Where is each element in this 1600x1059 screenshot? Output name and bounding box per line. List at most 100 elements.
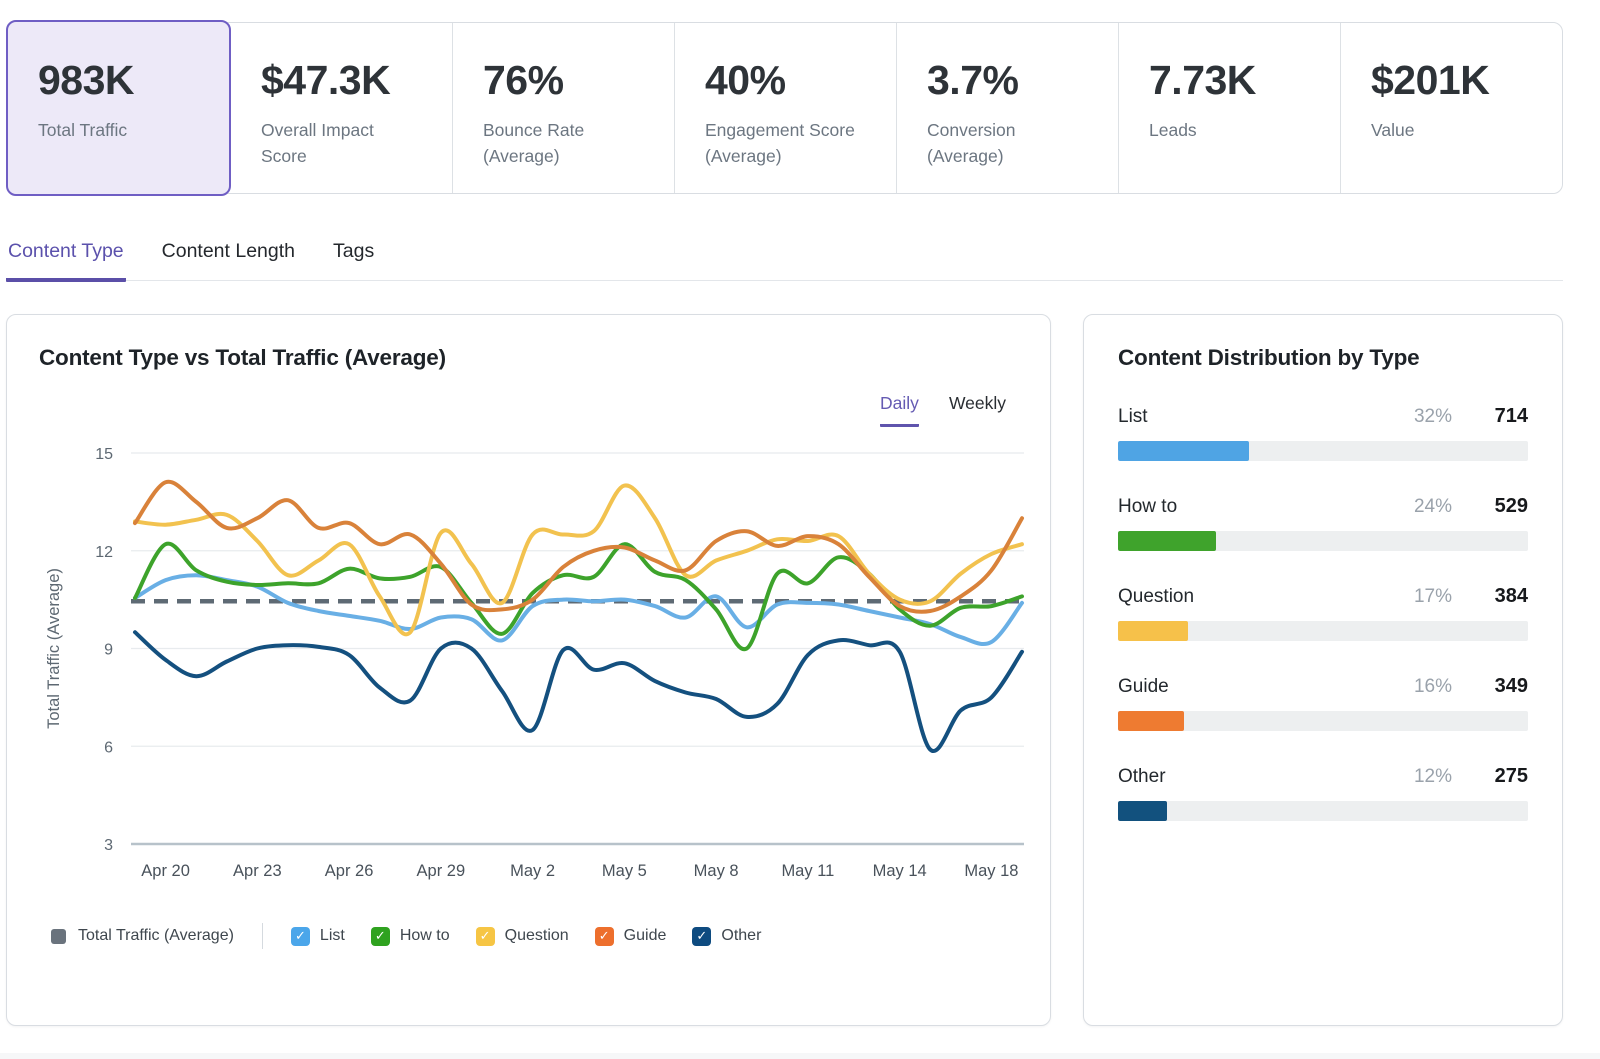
tab-content-type[interactable]: Content Type [6,240,126,282]
legend-item-average: Total Traffic (Average) [51,927,234,945]
x-tick-label: May 14 [873,862,927,880]
legend-label: Guide [623,927,667,944]
kpi-card-overall-impact-score[interactable]: $47.3K Overall Impact Score [231,23,453,193]
legend-divider [261,923,263,949]
kpi-card-total-traffic[interactable]: 983K Total Traffic [6,20,231,196]
kpi-value: 3.7% [927,57,1019,103]
distribution-count: 275 [1494,765,1528,787]
kpi-card-leads[interactable]: 7.73K Leads [1119,23,1341,193]
kpi-value: $47.3K [261,57,391,103]
analytics-dashboard: 983K Total Traffic $47.3K Overall Impact… [0,20,1600,1059]
y-tick-label: 15 [95,446,113,463]
chart-canvas: 3 6 9 12 15 Total Traffic (Average) Apr 20 Apr … [45,446,1024,880]
y-tick-label: 9 [104,642,113,659]
distribution-label: Question [1118,586,1195,607]
kpi-value: 40% [705,57,786,103]
kpi-label: Engagement Score (Average) [705,120,855,167]
series-line-other [133,630,1024,754]
distribution-count: 714 [1494,405,1528,427]
legend-toggle-question[interactable]: ✓ Question [475,926,569,946]
checkbox-icon-list[interactable]: ✓ [290,926,310,946]
x-tick-label: May 5 [602,862,647,880]
distribution-bar-fill [1118,621,1188,641]
checkbox-icon-question[interactable]: ✓ [475,926,495,946]
average-swatch [51,928,66,944]
distribution-bar-fill [1118,711,1184,731]
legend-label: Other [721,927,762,944]
series-line-list [133,573,1024,647]
toggle-daily[interactable]: Daily [880,393,919,427]
kpi-label: Bounce Rate (Average) [483,120,585,167]
x-tick-label: May 11 [781,862,834,880]
kpi-value: 76% [483,57,564,103]
series-line-question [133,483,1024,637]
y-tick-label: 12 [95,544,113,561]
distribution-bar-fill [1118,801,1168,821]
distribution-row-how-to: How to 24% 529 [1118,495,1528,551]
chart-legend: Total Traffic (Average) ✓ List ✓ How to ✓ Que… [51,923,1050,949]
kpi-label: Total Traffic [38,120,128,140]
x-tick-label: May 2 [510,862,555,880]
kpi-value: $201K [1371,57,1490,103]
distribution-count: 529 [1494,495,1528,517]
kpi-label: Value [1371,120,1415,140]
distribution-label: Guide [1118,676,1169,697]
toggle-weekly[interactable]: Weekly [948,393,1006,413]
legend-label: Total Traffic (Average) [78,927,234,944]
legend-toggle-how-to[interactable]: ✓ How to [370,926,450,946]
distribution-row-list: List 32% 714 [1118,405,1528,461]
distribution-count: 349 [1494,675,1528,697]
legend-label: Question [504,927,569,944]
legend-label: List [319,927,345,944]
kpi-label: Overall Impact Score [261,120,374,167]
content-type-traffic-panel: Content Type vs Total Traffic (Average) … [6,314,1051,1026]
distribution-row-other: Other 12% 275 [1118,765,1528,821]
legend-toggle-list[interactable]: ✓ List [290,926,345,946]
x-tick-label: Apr 23 [233,862,282,880]
distribution-percent: 16% [1413,676,1452,697]
kpi-value: 983K [38,57,135,103]
distribution-bar-track [1118,801,1528,821]
y-axis-title: Total Traffic (Average) [45,568,63,729]
checkbox-icon-how-to[interactable]: ✓ [370,926,390,946]
legend-label: How to [399,927,450,944]
x-tick-label: Apr 20 [141,862,190,880]
distribution-bar-fill [1118,531,1217,551]
distribution-bar-track [1118,441,1528,461]
page-footer-strip [0,1053,1600,1059]
legend-toggle-other[interactable]: ✓ Other [692,926,762,946]
checkbox-icon-other[interactable]: ✓ [692,926,712,946]
checkbox-icon-guide[interactable]: ✓ [594,926,614,946]
distribution-label: How to [1118,496,1178,517]
section-tabs: Content Type Content Length Tags [6,240,1563,282]
x-tick-label: Apr 26 [325,862,374,880]
kpi-summary-row: 983K Total Traffic $47.3K Overall Impact… [6,20,1563,196]
x-tick-label: May 18 [964,862,1018,880]
distribution-title: Content Distribution by Type [1118,345,1420,370]
distribution-label: List [1118,406,1148,427]
distribution-bar-track [1118,711,1528,731]
distribution-row-guide: Guide 16% 349 [1118,675,1528,731]
legend-series-list: ✓ List ✓ How to ✓ Question ✓ Guide ✓ Other [290,926,762,946]
kpi-card-conversion[interactable]: 3.7% Conversion (Average) [897,23,1119,193]
y-tick-label: 6 [104,739,113,756]
distribution-count: 384 [1494,585,1528,607]
tab-tags[interactable]: Tags [333,240,375,262]
panels-row: Content Type vs Total Traffic (Average) … [6,314,1563,1026]
distribution-row-question: Question 17% 384 [1118,585,1528,641]
tab-content-length[interactable]: Content Length [161,240,295,262]
kpi-card-bounce-rate[interactable]: 76% Bounce Rate (Average) [453,23,675,193]
content-distribution-panel: Content Distribution by Type List 32% 714 H… [1083,314,1563,1026]
y-tick-label: 3 [104,837,113,854]
distribution-bar-track [1118,621,1528,641]
x-tick-label: Apr 29 [417,862,466,880]
kpi-value: 7.73K [1149,57,1256,103]
legend-toggle-guide[interactable]: ✓ Guide [594,926,667,946]
granularity-toggle: Daily Weekly [7,393,1006,427]
line-chart: 3 6 9 12 15 Total Traffic (Average) Apr 20 Apr … [7,429,1052,899]
kpi-card-value[interactable]: $201K Value [1341,23,1562,193]
kpi-card-engagement-score[interactable]: 40% Engagement Score (Average) [675,23,897,193]
distribution-bar-fill [1118,441,1250,461]
distribution-percent: 12% [1413,766,1452,787]
chart-title: Content Type vs Total Traffic (Average) [39,345,446,370]
